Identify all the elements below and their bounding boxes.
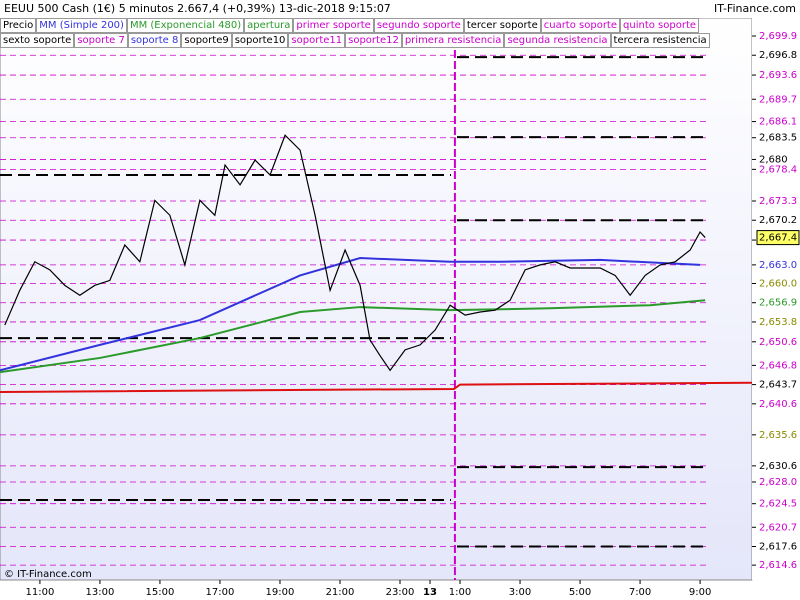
y-tick-label: 2,656.9: [759, 298, 797, 309]
x-tick-label: 13:00: [86, 587, 115, 598]
y-tick-label: 2,680: [759, 154, 788, 165]
x-tick-label: 15:00: [146, 587, 175, 598]
series-line: [0, 299, 706, 374]
legend-item: soporte9: [181, 33, 232, 48]
x-tick-label: 9:00: [689, 587, 711, 598]
y-tick-label: 2,683.5: [759, 133, 797, 144]
legend-item: cuarto soporte: [540, 18, 621, 33]
legend-item: soporte 7: [74, 33, 128, 48]
y-tick-label: 2,673.3: [759, 196, 797, 207]
x-tick-label: 5:00: [569, 587, 591, 598]
legend-item: soporte11: [288, 33, 346, 48]
legend-item: soporte 8: [127, 33, 182, 48]
y-tick-label: 2,646.8: [759, 360, 797, 371]
legend-item: MM (Simple 200): [36, 18, 127, 33]
y-tick-label: 2,617.6: [759, 542, 797, 553]
x-tick-label: 21:00: [326, 587, 355, 598]
legend-item: primera resistencia: [401, 33, 505, 48]
x-tick-label: 17:00: [206, 587, 235, 598]
y-tick-label: 2,663.0: [759, 260, 797, 271]
y-tick-label: 2,678.4: [759, 164, 797, 175]
x-tick-label: 23:00: [386, 587, 415, 598]
series-line: [0, 257, 701, 372]
legend-item: primer soporte: [293, 18, 374, 33]
x-tick-label: 13: [423, 587, 437, 598]
y-axis-strip: [752, 18, 800, 580]
x-tick-label: 19:00: [266, 587, 295, 598]
legend-item: tercer soporte: [463, 18, 541, 33]
y-tick-label: 2,650.6: [759, 337, 797, 348]
y-tick-label: 2,693.6: [759, 70, 797, 81]
legend-item: tercera resistencia: [610, 33, 710, 48]
x-tick-label: 3:00: [509, 587, 531, 598]
legend-item: soporte12: [345, 33, 402, 48]
legend: Precio MM (Simple 200) MM (Exponencial 480…: [0, 18, 752, 48]
y-tick-label: 2,620.7: [759, 522, 797, 533]
legend-item: Precio: [0, 18, 37, 33]
plot-area: [0, 17, 753, 581]
y-tick-label: 2,614.6: [759, 560, 797, 571]
x-tick-label: 11:00: [25, 587, 54, 598]
legend-item: segundo soporte: [373, 18, 464, 33]
header: EEUU 500 Cash (1€) 5 minutos 2.667,4 (+0…: [0, 0, 800, 18]
y-tick-label: 2,686.1: [759, 117, 797, 128]
y-tick-label: 2,630.6: [759, 461, 797, 472]
y-tick-label: 2,628.0: [759, 477, 797, 488]
legend-item: sexto soporte: [0, 33, 75, 48]
y-tick-label: 2,699.9: [759, 31, 797, 42]
y-tick-label: 2,635.6: [759, 430, 797, 441]
y-tick-label: 2,643.7: [759, 380, 797, 391]
footer: © IT-Finance.com: [4, 569, 92, 580]
legend-item: MM (Exponencial 480): [126, 18, 245, 33]
legend-item: quinto soporte: [620, 18, 700, 33]
y-tick-label: 2,660.0: [759, 278, 797, 289]
y-tick-label: 2,670.2: [759, 215, 797, 226]
y-tick-label: 2,689.7: [759, 94, 797, 105]
y-tick-label: 2,640.6: [759, 399, 797, 410]
brand: IT-Finance.com: [714, 2, 796, 15]
series-line: [4, 134, 706, 372]
y-tick-label: 2,624.5: [759, 499, 797, 510]
legend-item: apertura: [244, 18, 294, 33]
current-price-box: [756, 230, 800, 246]
title: EEUU 500 Cash (1€) 5 minutos 2.667,4 (+0…: [4, 2, 391, 15]
y-tick-label: 2,696.8: [759, 50, 797, 61]
legend-item: soporte10: [231, 33, 289, 48]
y-tick-label: 2,653.8: [759, 317, 797, 328]
x-tick-label: 1:00: [449, 587, 471, 598]
legend-item: segunda resistencia: [504, 33, 611, 48]
x-tick-label: 7:00: [629, 587, 651, 598]
current-price-label: 2,667.4: [759, 233, 797, 244]
series-line: [0, 381, 753, 394]
